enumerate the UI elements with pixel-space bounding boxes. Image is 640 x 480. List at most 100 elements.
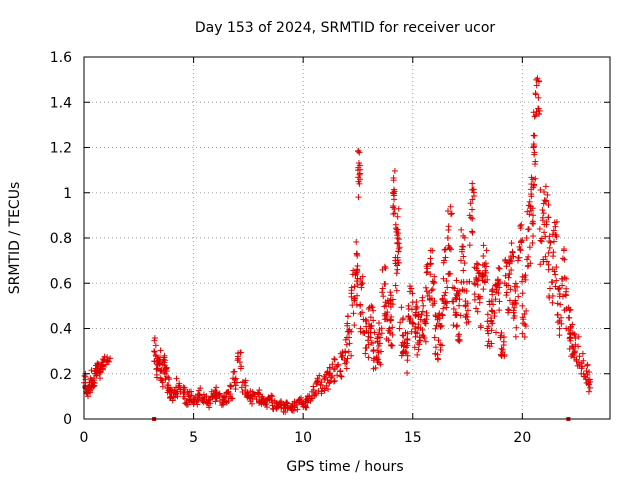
data-point bbox=[318, 379, 325, 386]
data-point bbox=[377, 334, 384, 341]
data-point bbox=[395, 205, 402, 212]
data-point bbox=[414, 304, 421, 311]
data-point bbox=[273, 403, 280, 410]
data-point bbox=[483, 263, 490, 270]
data-point bbox=[298, 394, 305, 401]
data-point bbox=[244, 394, 251, 401]
data-point bbox=[394, 254, 401, 261]
data-point bbox=[583, 367, 590, 374]
data-point bbox=[155, 357, 162, 364]
data-point bbox=[566, 307, 573, 314]
data-point bbox=[427, 255, 434, 262]
data-point bbox=[484, 311, 491, 318]
data-point bbox=[400, 332, 407, 339]
data-point bbox=[201, 394, 208, 401]
data-point bbox=[497, 332, 504, 339]
data-point bbox=[362, 317, 369, 324]
data-point bbox=[358, 284, 365, 291]
data-point bbox=[232, 375, 239, 382]
data-point bbox=[174, 393, 181, 400]
data-point bbox=[190, 401, 197, 408]
data-point bbox=[447, 270, 454, 277]
data-point bbox=[330, 378, 337, 385]
data-point bbox=[586, 368, 593, 375]
data-point bbox=[343, 365, 350, 372]
data-point bbox=[212, 388, 219, 395]
data-point bbox=[541, 189, 548, 196]
x-tick-label: 0 bbox=[80, 430, 89, 446]
data-point bbox=[419, 294, 426, 301]
data-point bbox=[212, 398, 219, 405]
data-point bbox=[213, 390, 220, 397]
y-axis-title: SRMTID / TECUs bbox=[7, 182, 23, 295]
data-point bbox=[429, 302, 436, 309]
data-point bbox=[467, 200, 474, 207]
data-point bbox=[102, 361, 109, 368]
data-point bbox=[454, 322, 461, 329]
data-point bbox=[394, 266, 401, 273]
data-point bbox=[463, 288, 470, 295]
data-point bbox=[310, 386, 317, 393]
data-point bbox=[375, 320, 382, 327]
data-point bbox=[471, 291, 478, 298]
data-point bbox=[485, 338, 492, 345]
data-point bbox=[475, 270, 482, 277]
data-point bbox=[506, 260, 513, 267]
data-point bbox=[512, 287, 519, 294]
data-point bbox=[546, 285, 553, 292]
data-point bbox=[453, 323, 460, 330]
data-point bbox=[471, 280, 478, 287]
data-point bbox=[531, 113, 538, 120]
data-point bbox=[351, 322, 358, 329]
data-point bbox=[218, 402, 225, 409]
data-point bbox=[387, 317, 394, 324]
data-point bbox=[383, 311, 390, 318]
data-point bbox=[443, 277, 450, 284]
data-point bbox=[103, 357, 110, 364]
data-point bbox=[488, 307, 495, 314]
data-point bbox=[443, 304, 450, 311]
data-point bbox=[511, 304, 518, 311]
data-point bbox=[533, 82, 540, 89]
data-point bbox=[521, 310, 528, 317]
data-point bbox=[356, 180, 363, 187]
data-point bbox=[378, 330, 385, 337]
data-point bbox=[91, 382, 98, 389]
data-point bbox=[572, 335, 579, 342]
data-point bbox=[213, 395, 220, 402]
data-point bbox=[584, 361, 591, 368]
data-point bbox=[348, 290, 355, 297]
data-point bbox=[97, 375, 104, 382]
data-point bbox=[571, 348, 578, 355]
data-point bbox=[296, 396, 303, 403]
data-point bbox=[537, 237, 544, 244]
data-point bbox=[429, 286, 436, 293]
data-point bbox=[165, 374, 172, 381]
data-point bbox=[389, 324, 396, 331]
data-point bbox=[513, 324, 520, 331]
data-point bbox=[209, 393, 216, 400]
data-point bbox=[387, 292, 394, 299]
data-point bbox=[370, 307, 377, 314]
data-point bbox=[351, 295, 358, 302]
data-point bbox=[413, 298, 420, 305]
data-point bbox=[346, 334, 353, 341]
data-point bbox=[295, 399, 302, 406]
data-point bbox=[469, 186, 476, 193]
data-point bbox=[391, 196, 398, 203]
data-point bbox=[305, 392, 312, 399]
x-tick-label: 5 bbox=[189, 430, 198, 446]
data-point bbox=[576, 353, 583, 360]
data-point bbox=[497, 351, 504, 358]
data-point bbox=[428, 287, 435, 294]
data-point bbox=[442, 254, 449, 261]
data-point bbox=[553, 264, 560, 271]
data-point bbox=[568, 353, 575, 360]
data-point bbox=[249, 400, 256, 407]
data-point bbox=[518, 221, 525, 228]
data-point bbox=[399, 316, 406, 323]
data-point bbox=[429, 247, 436, 254]
data-point bbox=[232, 385, 239, 392]
data-point bbox=[242, 382, 249, 389]
data-point bbox=[493, 281, 500, 288]
